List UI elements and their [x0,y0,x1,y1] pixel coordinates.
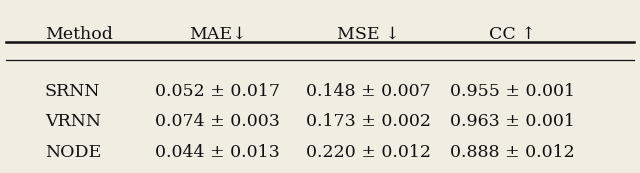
Text: NODE: NODE [45,144,101,161]
Text: VRNN: VRNN [45,113,101,130]
Text: MSE ↓: MSE ↓ [337,26,399,43]
Text: Method: Method [45,26,113,43]
Text: 0.044 ± 0.013: 0.044 ± 0.013 [156,144,280,161]
Text: 0.888 ± 0.012: 0.888 ± 0.012 [450,144,574,161]
Text: MAE↓: MAE↓ [189,26,246,43]
Text: 0.148 ± 0.007: 0.148 ± 0.007 [306,83,430,100]
Text: 0.052 ± 0.017: 0.052 ± 0.017 [155,83,280,100]
Text: 0.963 ± 0.001: 0.963 ± 0.001 [449,113,575,130]
Text: 0.074 ± 0.003: 0.074 ± 0.003 [155,113,280,130]
Text: 0.955 ± 0.001: 0.955 ± 0.001 [449,83,575,100]
Text: 0.173 ± 0.002: 0.173 ± 0.002 [305,113,431,130]
Text: 0.220 ± 0.012: 0.220 ± 0.012 [305,144,431,161]
Text: CC ↑: CC ↑ [488,26,536,43]
Text: SRNN: SRNN [45,83,100,100]
